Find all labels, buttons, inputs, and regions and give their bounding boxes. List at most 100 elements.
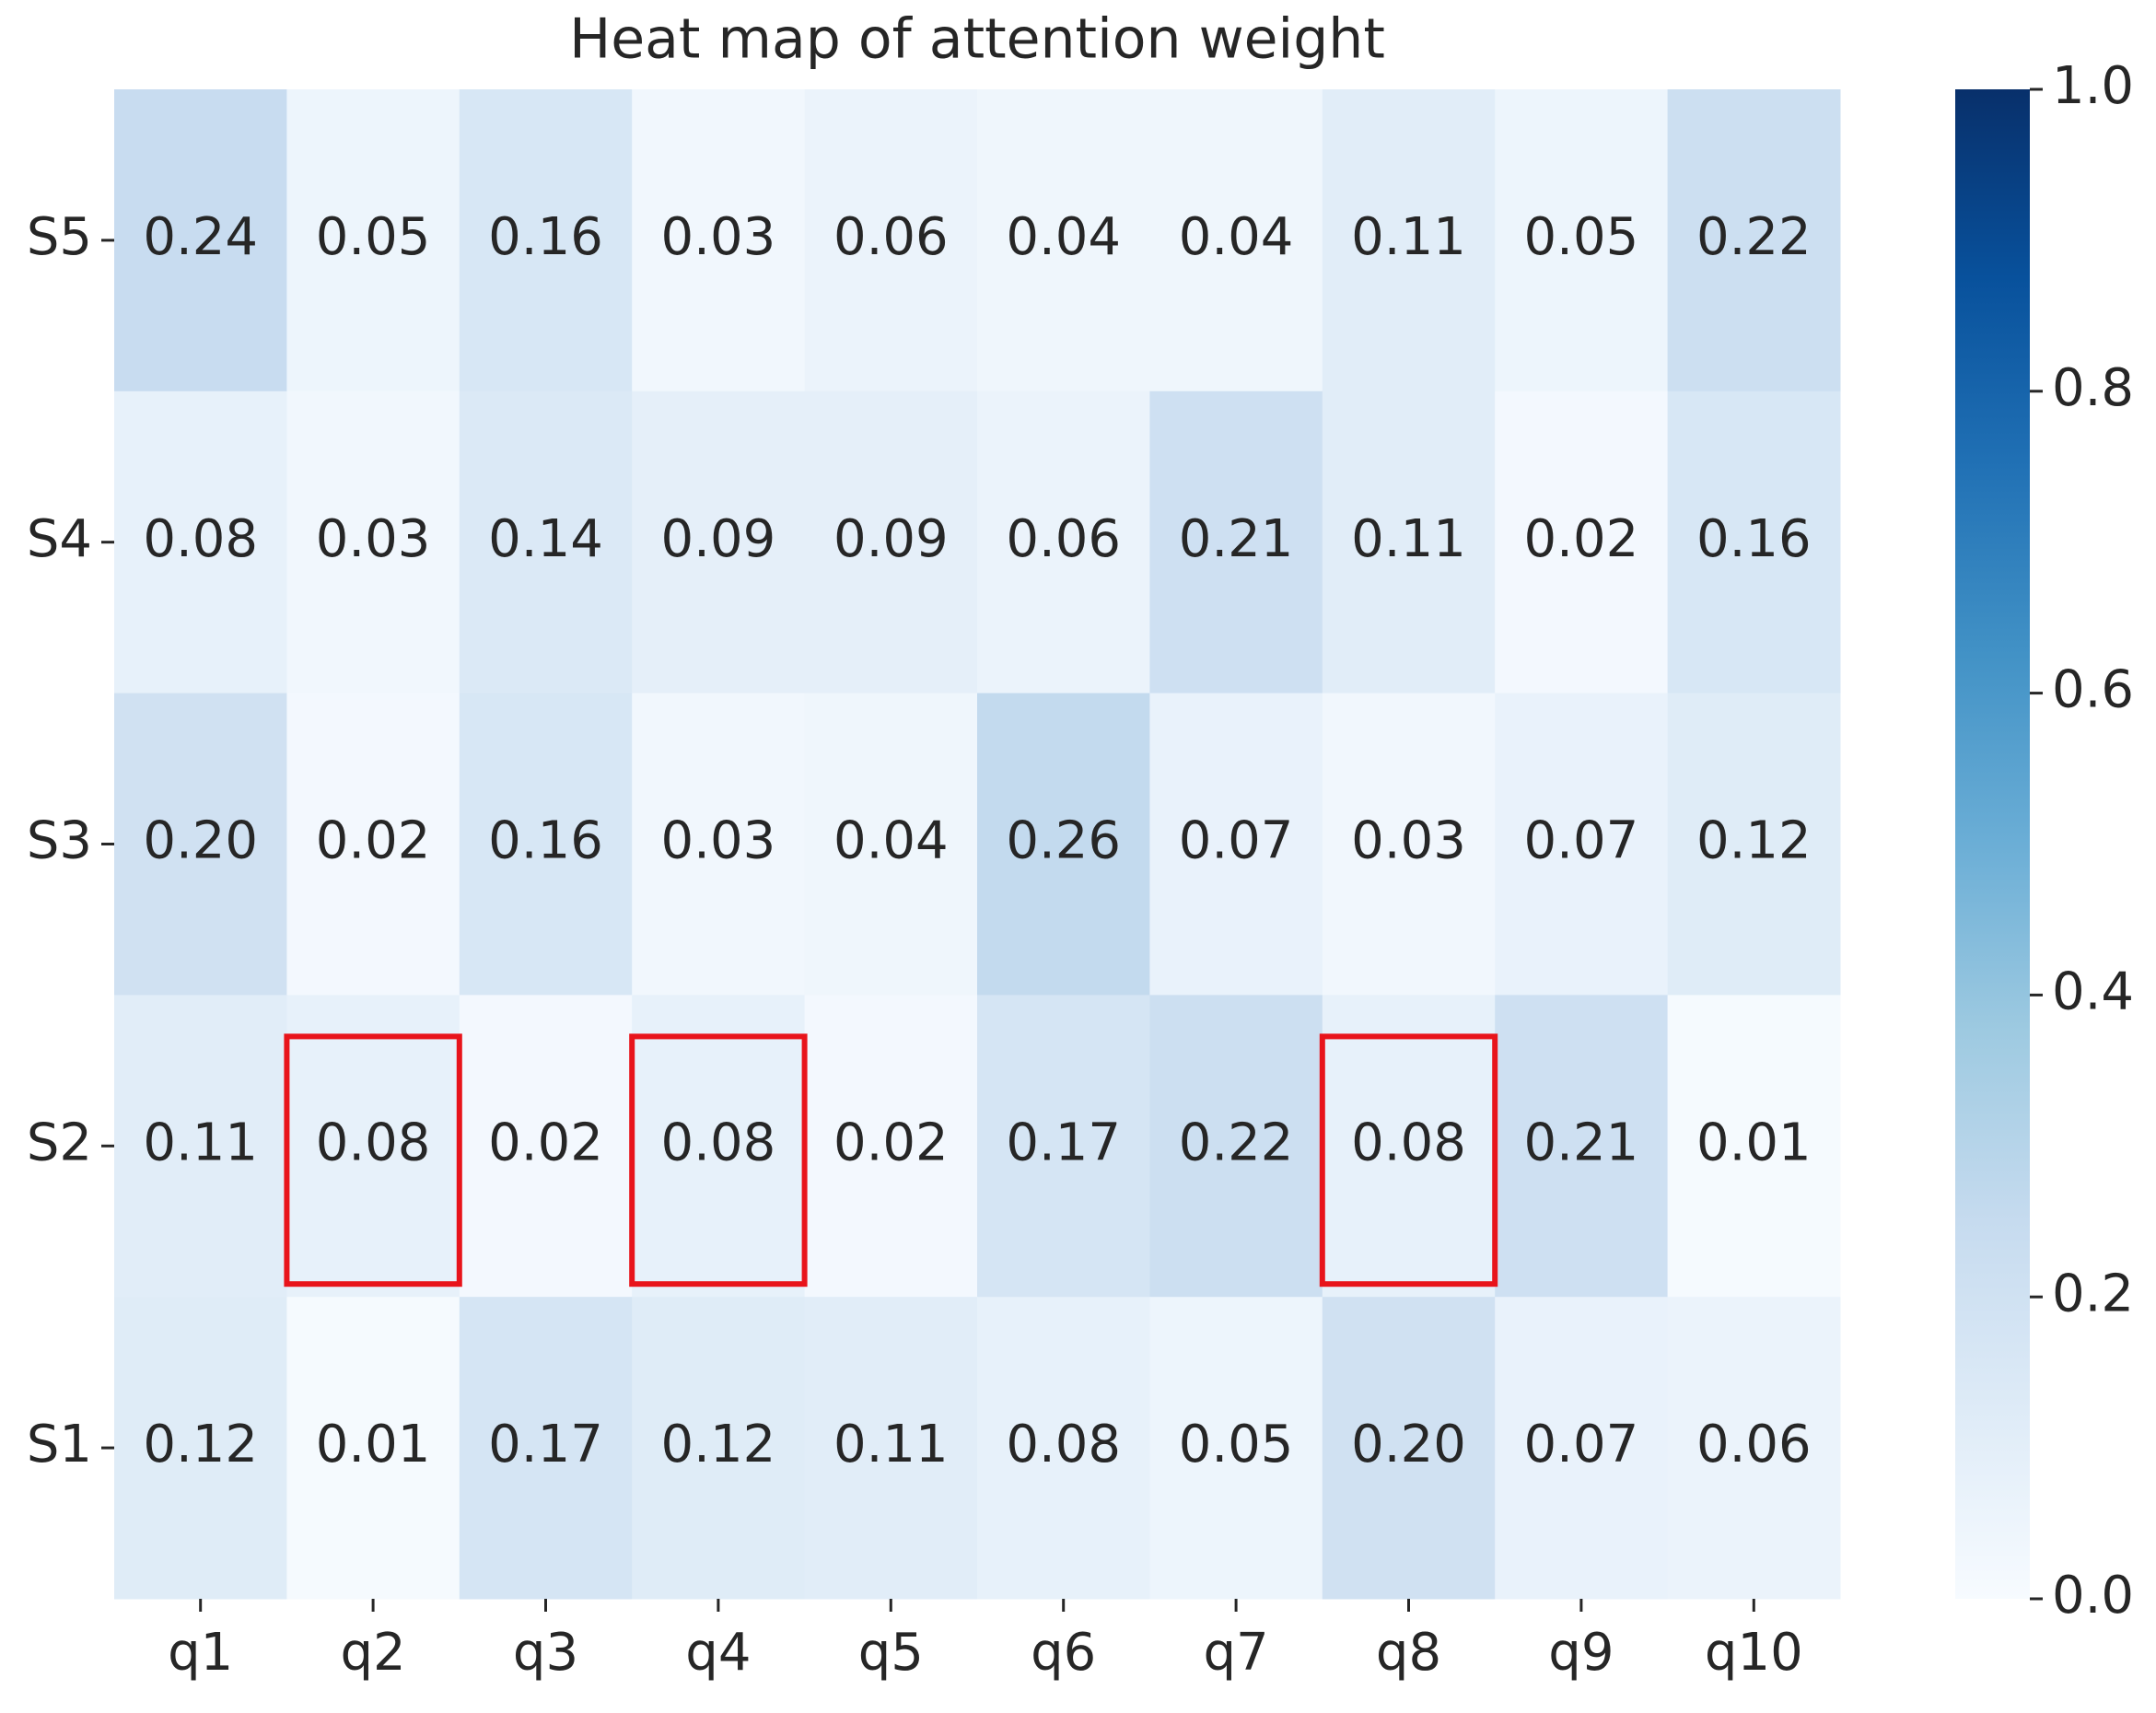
heatmap-cell — [1149, 89, 1323, 392]
cell-label: 0.02 — [1524, 509, 1639, 569]
heatmap-cell — [632, 89, 806, 392]
colorbar-tick-label: 0.4 — [2052, 962, 2134, 1022]
highlight-box — [1319, 1033, 1498, 1288]
heatmap-cell — [459, 693, 633, 996]
heatmap-cell — [286, 89, 460, 392]
cell-label: 0.12 — [143, 1415, 258, 1474]
cell-label: 0.14 — [488, 509, 603, 569]
cell-label: 0.05 — [316, 207, 431, 267]
heatmap-cell — [1667, 693, 1841, 996]
y-tick-label: S3 — [27, 811, 92, 871]
cell-label: 0.04 — [833, 811, 949, 871]
x-tick-label: q2 — [341, 1623, 406, 1683]
x-tick-label: q8 — [1376, 1623, 1441, 1683]
heatmap-cell — [1495, 390, 1669, 694]
heatmap-cell — [1495, 693, 1669, 996]
heatmap-cell — [977, 89, 1150, 392]
cell-label: 0.17 — [1006, 1113, 1121, 1172]
heatmap-cell — [114, 693, 287, 996]
cell-label: 0.09 — [661, 509, 776, 569]
cell-label: 0.05 — [1524, 207, 1639, 267]
heatmap-cell — [1495, 995, 1669, 1298]
heatmap-cell — [286, 390, 460, 694]
cell-label: 0.26 — [1006, 811, 1121, 871]
x-tick-label: q10 — [1705, 1623, 1803, 1683]
heatmap-cell — [804, 1297, 978, 1600]
y-tick-label: S5 — [27, 207, 92, 267]
heatmap-cell — [1667, 995, 1841, 1298]
cell-label: 0.02 — [833, 1113, 949, 1172]
cell-label: 0.07 — [1524, 1415, 1639, 1474]
cell-label: 0.05 — [1179, 1415, 1294, 1474]
heatmap-cell — [804, 693, 978, 996]
heatmap-cell — [632, 1297, 806, 1600]
cell-label: 0.08 — [1006, 1415, 1121, 1474]
heatmap-cell — [632, 995, 806, 1298]
heatmap-cell — [114, 390, 287, 694]
chart-title: Heat map of attention weight — [569, 7, 1385, 72]
cell-label: 0.11 — [143, 1113, 258, 1172]
heatmap-cell — [286, 1297, 460, 1600]
heatmap-cell — [977, 995, 1150, 1298]
cell-label: 0.11 — [1351, 509, 1466, 569]
heatmap-cell — [459, 89, 633, 392]
colorbar-tick-label: 0.2 — [2052, 1264, 2134, 1323]
heatmap-cell — [459, 1297, 633, 1600]
cell-label: 0.08 — [143, 509, 258, 569]
cell-label: 0.03 — [316, 509, 431, 569]
highlight-box — [284, 1033, 462, 1288]
cell-label: 0.03 — [1351, 811, 1466, 871]
heatmap-cell — [114, 1297, 287, 1600]
x-tick-label: q3 — [513, 1623, 578, 1683]
cell-label: 0.01 — [1696, 1113, 1812, 1172]
cell-label: 0.09 — [833, 509, 949, 569]
cell-label: 0.11 — [1351, 207, 1466, 267]
heatmap-cell — [804, 995, 978, 1298]
heatmap-cell — [1322, 1297, 1496, 1600]
heatmap-cell — [1495, 89, 1669, 392]
cell-label: 0.06 — [1006, 509, 1121, 569]
heatmap-cell — [459, 995, 633, 1298]
heatmap-cell — [632, 390, 806, 694]
cell-label: 0.03 — [661, 207, 776, 267]
cell-label: 0.08 — [661, 1113, 776, 1172]
cell-label: 0.08 — [1351, 1113, 1466, 1172]
colorbar-tick-label: 1.0 — [2052, 56, 2134, 116]
cell-label: 0.16 — [488, 811, 603, 871]
y-tick-label: S4 — [27, 509, 92, 569]
cell-label: 0.17 — [488, 1415, 603, 1474]
colorbar-tick-label: 0.6 — [2052, 660, 2134, 720]
y-tick-label: S2 — [27, 1113, 92, 1172]
heatmap-cell — [114, 89, 287, 392]
heatmap-cell — [1322, 995, 1496, 1298]
cell-label: 0.07 — [1179, 811, 1294, 871]
cell-label: 0.04 — [1179, 207, 1294, 267]
cell-label: 0.11 — [833, 1415, 949, 1474]
heatmap-cell — [1667, 1297, 1841, 1600]
cell-label: 0.24 — [143, 207, 258, 267]
x-tick-label: q7 — [1204, 1623, 1269, 1683]
colorbar — [1955, 89, 2030, 1599]
heatmap-cell — [1149, 995, 1323, 1298]
cell-label: 0.07 — [1524, 811, 1639, 871]
x-tick-label: q6 — [1031, 1623, 1096, 1683]
heatmap-cell — [1149, 693, 1323, 996]
highlight-box — [629, 1033, 808, 1288]
heatmap-cell — [1322, 390, 1496, 694]
cell-label: 0.16 — [488, 207, 603, 267]
cell-label: 0.06 — [833, 207, 949, 267]
heatmap-cell — [977, 1297, 1150, 1600]
cell-label: 0.22 — [1696, 207, 1812, 267]
cell-label: 0.21 — [1524, 1113, 1639, 1172]
heatmap-cell — [977, 390, 1150, 694]
colorbar-tick-label: 0.8 — [2052, 358, 2134, 418]
x-tick-label: q4 — [685, 1623, 751, 1683]
cell-label: 0.02 — [316, 811, 431, 871]
heatmap-cell — [1322, 693, 1496, 996]
heatmap-cell — [459, 390, 633, 694]
heatmap-cell — [977, 693, 1150, 996]
cell-label: 0.03 — [661, 811, 776, 871]
x-tick-label: q1 — [168, 1623, 233, 1683]
heatmap-cell — [804, 390, 978, 694]
